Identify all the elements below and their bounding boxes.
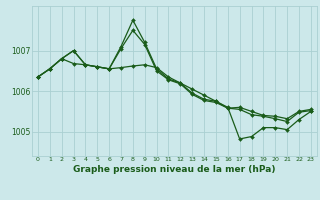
X-axis label: Graphe pression niveau de la mer (hPa): Graphe pression niveau de la mer (hPa): [73, 165, 276, 174]
